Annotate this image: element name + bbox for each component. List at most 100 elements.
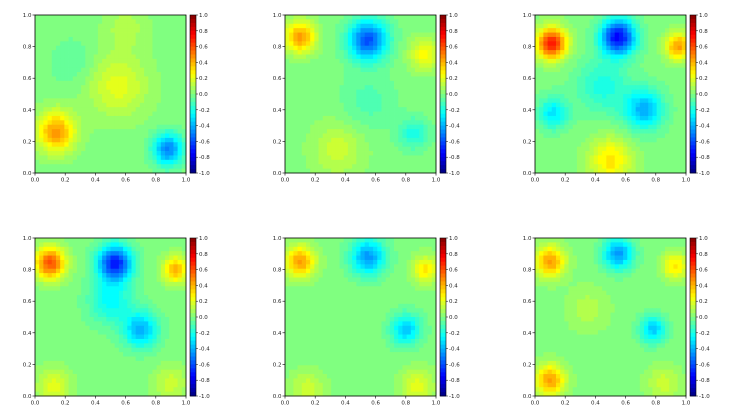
heatmap-cell <box>135 155 141 161</box>
heatmap-cell <box>555 146 561 152</box>
heatmap-cell <box>635 80 641 86</box>
heatmap-cell <box>669 50 674 55</box>
heatmap-cell <box>377 120 382 126</box>
heatmap-cell <box>639 19 645 25</box>
heatmap-cell <box>656 94 662 99</box>
heatmap-cell <box>648 159 653 165</box>
heatmap-cell <box>314 142 319 148</box>
heatmap-cell <box>314 146 319 152</box>
heatmap-cell <box>127 102 132 108</box>
heatmap-cell <box>177 238 183 243</box>
heatmap-cell <box>551 133 557 139</box>
heatmap-cell <box>81 321 86 327</box>
heatmap-cell <box>352 151 357 156</box>
heatmap-cell <box>110 67 116 73</box>
heatmap-cell <box>118 50 124 55</box>
colorbar-segment <box>190 129 196 134</box>
heatmap-cell <box>310 85 315 91</box>
heatmap-cell <box>589 111 595 117</box>
heatmap-cell <box>593 76 599 82</box>
heatmap-cell <box>635 67 641 73</box>
heatmap-cell <box>539 32 544 38</box>
heatmap-cell <box>177 76 183 82</box>
heatmap-cell <box>301 32 307 38</box>
heatmap-cell <box>131 273 137 278</box>
heatmap-cell <box>152 67 158 73</box>
heatmap-cell <box>543 120 548 126</box>
heatmap-cell <box>131 129 137 134</box>
heatmap-cell <box>627 164 632 170</box>
heatmap-cell <box>539 94 544 99</box>
heatmap-cell <box>43 146 48 152</box>
heatmap-cell <box>156 50 162 55</box>
heatmap-cell <box>394 102 399 108</box>
heatmap-cell <box>144 102 149 108</box>
heatmap-cell <box>47 107 53 112</box>
heatmap-cell <box>631 89 637 95</box>
heatmap-cell <box>123 312 128 318</box>
heatmap-cell <box>89 15 95 20</box>
heatmap-cell <box>139 23 145 29</box>
heatmap-cell <box>148 85 153 91</box>
heatmap-cell <box>343 159 349 165</box>
heatmap-cell <box>68 137 74 143</box>
heatmap-cell <box>305 28 311 33</box>
heatmap-cell <box>335 129 340 134</box>
heatmap-cell <box>51 76 57 82</box>
heatmap-cell <box>539 28 544 33</box>
heatmap-cell <box>102 111 107 117</box>
heatmap-cell <box>627 111 632 117</box>
heatmap-cell <box>118 264 124 270</box>
heatmap-cell <box>669 58 674 64</box>
heatmap-cell <box>131 290 137 296</box>
heatmap-cell <box>581 137 586 143</box>
heatmap-cell <box>47 32 53 38</box>
heatmap-cell <box>160 85 166 91</box>
heatmap-cell <box>394 146 399 152</box>
heatmap-cell <box>343 58 349 64</box>
heatmap-cell <box>51 251 57 256</box>
heatmap-cell <box>427 72 433 77</box>
heatmap-cell <box>169 321 174 327</box>
heatmap-cell <box>177 50 183 55</box>
heatmap-cell <box>656 50 662 55</box>
heatmap-cell <box>322 28 328 33</box>
heatmap-cell <box>373 151 378 156</box>
heatmap-cell <box>285 151 290 156</box>
heatmap-cell <box>97 76 103 82</box>
heatmap-cell <box>547 41 553 47</box>
heatmap-cell <box>55 41 61 47</box>
heatmap-cell <box>618 129 624 134</box>
heatmap-cell <box>623 124 628 130</box>
heatmap-cell <box>160 290 166 296</box>
heatmap-cell <box>389 76 395 82</box>
heatmap-cell <box>589 115 595 121</box>
heatmap-cell <box>673 124 679 130</box>
heatmap-cell <box>352 137 357 143</box>
heatmap-cell <box>43 277 48 283</box>
heatmap-cell <box>356 151 361 156</box>
heatmap-cell <box>85 286 90 292</box>
heatmap-cell <box>127 45 132 51</box>
colorbar-segment <box>190 58 196 63</box>
heatmap-cell <box>139 277 145 283</box>
heatmap-cell <box>677 36 683 42</box>
heatmap-cell <box>43 124 48 130</box>
heatmap-cell <box>106 45 111 51</box>
heatmap-cell <box>431 19 437 25</box>
heatmap-cell <box>43 259 48 265</box>
heatmap-cell <box>639 168 645 174</box>
heatmap-cell <box>639 102 645 108</box>
heatmap-cell <box>51 102 57 108</box>
heatmap-cell <box>72 98 78 104</box>
heatmap-cell <box>589 151 595 156</box>
heatmap-cell <box>139 36 145 42</box>
heatmap-cell <box>114 273 120 278</box>
heatmap-cell <box>169 295 174 300</box>
heatmap-cell <box>173 321 179 327</box>
heatmap-cell <box>72 15 78 20</box>
x-tick-label: 0.0 <box>281 178 290 184</box>
heatmap-cell <box>364 50 370 55</box>
heatmap-cell <box>427 89 433 95</box>
heatmap-cell <box>614 45 620 51</box>
